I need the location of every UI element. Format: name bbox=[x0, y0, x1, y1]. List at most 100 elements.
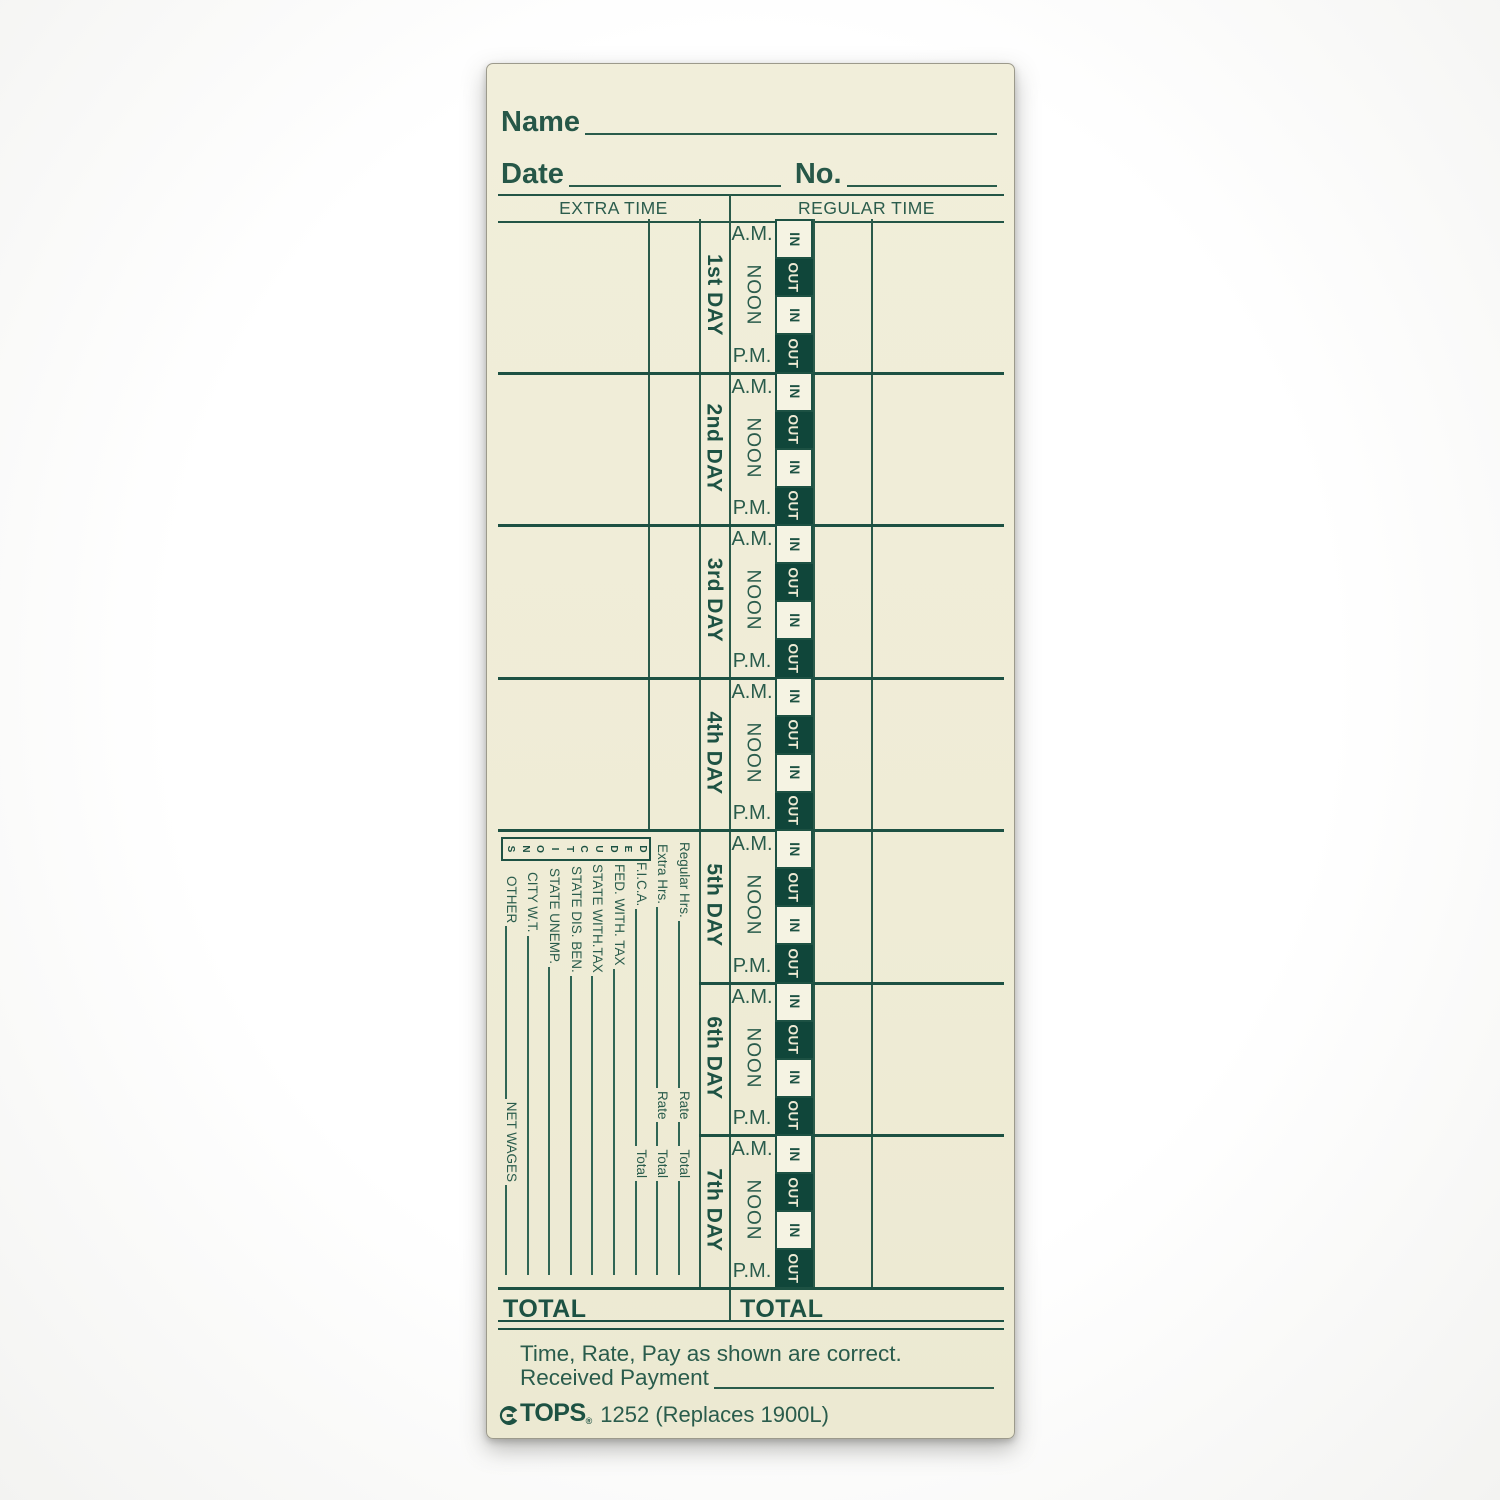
day-label-cell: 7th DAY bbox=[699, 1134, 729, 1287]
deduction-row-label: Extra Hrs. bbox=[655, 844, 671, 905]
noon-label: NOON bbox=[742, 264, 763, 326]
pm-label: P.M. bbox=[732, 344, 772, 367]
writing-line bbox=[498, 256, 648, 258]
total-label: Total bbox=[633, 1149, 649, 1178]
day-label: 1st DAY bbox=[703, 254, 727, 337]
out-label: OUT bbox=[785, 1100, 800, 1131]
punch-column: IN OUT IN OUT bbox=[775, 676, 813, 829]
writing-line bbox=[871, 714, 1004, 716]
am-label: A.M. bbox=[731, 528, 773, 550]
out-cell: OUT bbox=[775, 335, 813, 372]
day-block: 2nd DAY A.M. NOON P.M. IN OUT IN OUT bbox=[498, 371, 1004, 525]
out-label: OUT bbox=[785, 262, 800, 293]
writing-line bbox=[678, 1122, 681, 1147]
out-label: OUT bbox=[785, 795, 800, 826]
writing-line bbox=[498, 409, 648, 411]
received-payment-row: Received Payment bbox=[520, 1365, 994, 1391]
writing-line bbox=[871, 790, 1004, 792]
in-cell: IN bbox=[775, 600, 813, 641]
deduction-row-label: Regular Hrs. bbox=[676, 842, 692, 918]
grid-vline bbox=[699, 219, 702, 1287]
out-label: OUT bbox=[785, 1253, 800, 1284]
no-line bbox=[846, 184, 997, 187]
in-label: IN bbox=[786, 384, 802, 399]
grid-vline-section-divider bbox=[729, 194, 732, 1320]
in-label: IN bbox=[786, 460, 802, 476]
writing-line bbox=[526, 935, 530, 1275]
out-cell: OUT bbox=[775, 869, 813, 906]
writing-line bbox=[634, 909, 638, 1147]
out-cell: OUT bbox=[775, 411, 813, 448]
in-label: IN bbox=[786, 1070, 802, 1086]
writing-line bbox=[656, 907, 660, 1088]
noon-label: NOON bbox=[742, 722, 763, 784]
day-block: 1st DAY A.M. NOON P.M. IN OUT IN OUT bbox=[498, 219, 1004, 372]
brand-row: TOPS ® 1252 (Replaces 1900L) bbox=[498, 1401, 829, 1426]
in-cell: IN bbox=[775, 676, 813, 717]
pm-label: P.M. bbox=[732, 1259, 772, 1282]
writing-line bbox=[505, 1185, 508, 1275]
in-cell: IN bbox=[775, 981, 813, 1022]
writing-line bbox=[498, 714, 648, 716]
deduction-row: Regular Hrs. Rate Total bbox=[676, 834, 695, 1278]
total-label: Total bbox=[655, 1149, 671, 1178]
writing-line bbox=[678, 1181, 681, 1275]
in-label: IN bbox=[786, 613, 802, 628]
day-boundary-line bbox=[498, 371, 1004, 375]
writing-line bbox=[813, 447, 1004, 449]
day-label-cell: 1st DAY bbox=[699, 219, 729, 372]
in-cell: IN bbox=[775, 1210, 813, 1251]
writing-line bbox=[498, 561, 648, 563]
no-field-label: No. bbox=[794, 158, 842, 190]
in-label: IN bbox=[786, 765, 802, 781]
pm-label: P.M. bbox=[732, 802, 772, 824]
meridiem-column: A.M. NOON P.M. bbox=[729, 372, 775, 525]
day-boundary-line bbox=[498, 829, 1004, 832]
am-label: A.M. bbox=[731, 223, 773, 245]
deduction-row-label: CITY W.T. bbox=[525, 872, 541, 933]
out-label: OUT bbox=[785, 872, 800, 903]
deduction-row-label: STATE DIS. BEN. bbox=[568, 866, 584, 973]
in-cell: IN bbox=[775, 524, 813, 565]
registered-mark: ® bbox=[585, 1416, 593, 1426]
day-block: 3rd DAY A.M. NOON P.M. IN OUT IN OUT bbox=[498, 524, 1004, 677]
writing-line bbox=[813, 1209, 1004, 1211]
writing-line bbox=[498, 447, 699, 449]
writing-line bbox=[871, 332, 1004, 334]
date-row: Date No. bbox=[501, 160, 997, 189]
writing-line bbox=[871, 942, 1004, 944]
deduction-row-label: OTHER bbox=[503, 876, 519, 924]
deduction-row: Extra Hrs. Rate Total bbox=[654, 834, 673, 1278]
writing-line bbox=[871, 256, 1004, 258]
punch-column: IN OUT IN OUT bbox=[775, 371, 813, 524]
grid-vline bbox=[871, 219, 874, 1287]
am-label: A.M. bbox=[731, 680, 773, 703]
punch-column: IN OUT IN OUT bbox=[775, 524, 813, 677]
out-cell: OUT bbox=[775, 1097, 813, 1134]
in-label: IN bbox=[786, 918, 802, 933]
in-cell: IN bbox=[775, 295, 813, 336]
in-cell: IN bbox=[775, 447, 813, 488]
in-cell: IN bbox=[775, 829, 813, 870]
out-cell: OUT bbox=[775, 487, 813, 524]
writing-line bbox=[813, 1057, 1004, 1059]
in-label: IN bbox=[786, 231, 802, 247]
out-cell: OUT bbox=[775, 792, 813, 829]
regular-time-header: REGULAR TIME bbox=[798, 198, 935, 218]
time-card: Name Date No. EXTRA TIME REGULAR TIME bbox=[486, 63, 1015, 1439]
out-label: OUT bbox=[785, 567, 800, 598]
in-cell: IN bbox=[775, 219, 813, 260]
out-cell: OUT bbox=[775, 564, 813, 601]
out-cell: OUT bbox=[775, 1174, 813, 1211]
punch-column: IN OUT IN OUT bbox=[775, 1134, 813, 1287]
product-number: 1252 (Replaces 1900L) bbox=[600, 1402, 829, 1427]
net-wages-label: NET WAGES bbox=[503, 1101, 519, 1182]
writing-line bbox=[871, 409, 1004, 411]
writing-line bbox=[548, 967, 552, 1275]
writing-line bbox=[656, 1181, 660, 1275]
am-label: A.M. bbox=[731, 833, 773, 855]
writing-line bbox=[498, 637, 648, 639]
rate-label: Rate bbox=[655, 1090, 671, 1120]
writing-line bbox=[871, 485, 1004, 487]
writing-line bbox=[498, 294, 699, 296]
